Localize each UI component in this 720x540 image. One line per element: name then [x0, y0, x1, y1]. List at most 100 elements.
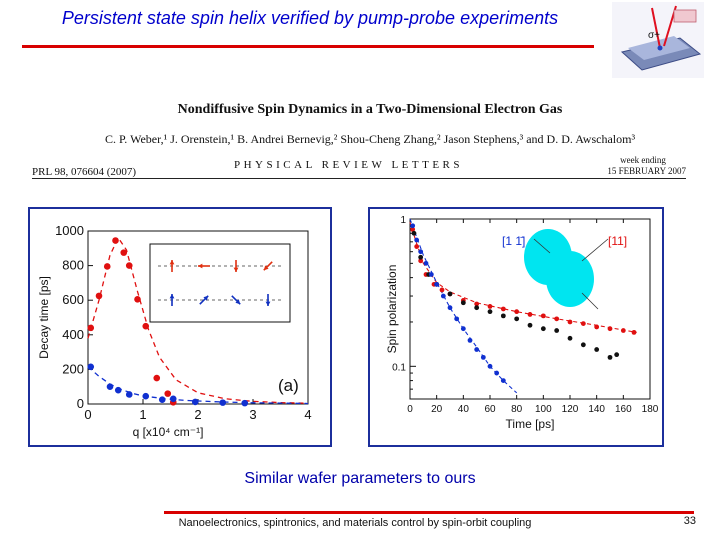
blue-data-point	[460, 326, 466, 332]
black-data-point	[460, 300, 466, 306]
spin-arrow-head	[265, 301, 271, 306]
red-data-point	[164, 390, 172, 397]
spin-arrow-head	[169, 294, 175, 299]
paper-title: Nondiffusive Spin Dynamics in a Two-Dime…	[177, 102, 563, 117]
illustration-laser-beam	[651, 7, 661, 49]
red-data-point	[142, 322, 150, 330]
panel-label: (a)	[278, 376, 299, 395]
blue-data-point	[410, 223, 416, 229]
blue-data-point	[500, 378, 506, 383]
x-tick-label: 120	[562, 404, 579, 415]
y-axis-label: Decay time [ps]	[37, 276, 51, 359]
black-data-point	[487, 309, 493, 315]
paper-authors: C. P. Weber,¹ J. Orenstein,¹ B. Andrei B…	[104, 132, 636, 146]
blue-data-point	[418, 249, 424, 255]
blue-data-point	[474, 347, 480, 352]
illustration-label: σ+	[648, 30, 660, 41]
black-data-point	[607, 354, 613, 360]
spin-polarization-chart: 0 20 40 60 80 100 120 140 160 180 1 0.1 Time [ps] Spi…	[385, 215, 659, 431]
red-data-point	[580, 321, 586, 326]
y-axis-label: Spin polarization	[385, 265, 399, 354]
black-data-point	[540, 326, 546, 332]
red-data-point	[120, 249, 128, 256]
black-data-point	[567, 335, 573, 341]
black-data-point	[447, 291, 453, 297]
x-tick-label: 2	[194, 407, 201, 422]
red-data-point	[594, 324, 600, 330]
red-data-point	[514, 309, 520, 315]
black-data-point	[594, 347, 600, 352]
black-data-point	[527, 322, 533, 328]
red-data-point	[631, 329, 637, 335]
red-data-point	[134, 296, 141, 303]
x-tick-label: 0	[407, 404, 413, 415]
black-data-point	[554, 328, 560, 333]
spin-density-blob	[534, 244, 582, 292]
red-data-point	[607, 326, 613, 332]
spin-arrow-head	[169, 260, 175, 265]
red-data-point	[95, 292, 103, 300]
x-tick-label: 160	[615, 404, 632, 415]
blue-data-point	[428, 272, 434, 277]
black-data-point	[580, 342, 586, 348]
x-tick-label: 60	[484, 404, 496, 415]
y-tick-label: 200	[62, 361, 84, 376]
red-data-point	[500, 306, 506, 312]
red-data-point	[487, 304, 493, 309]
y-tick-label: 600	[62, 292, 84, 307]
blue-data-point	[487, 363, 493, 369]
x-tick-label: 180	[642, 404, 659, 415]
black-data-point	[418, 254, 424, 260]
blue-data-point	[142, 392, 150, 400]
inset-frame	[149, 243, 291, 323]
black-data-point	[500, 313, 506, 319]
legend-leader-line	[533, 238, 551, 254]
red-data-point	[418, 258, 424, 264]
blue-data-point	[440, 293, 446, 299]
spin-arrow-head	[235, 299, 241, 305]
decay-time-chart: 0 1 2 3 4 0 200 400 600 800 1000 q [x10⁴ cm⁻¹] Decay…	[37, 223, 312, 439]
blue-data-point	[434, 281, 440, 287]
x-axis-label: Time [ps]	[506, 417, 555, 431]
blue-data-point	[241, 399, 249, 407]
legend-entry-red: [11]	[608, 234, 627, 248]
spin-arrow-head	[233, 267, 239, 272]
y-tick-label: 1000	[55, 223, 84, 238]
blue-data-point	[480, 354, 486, 360]
red-data-point	[112, 237, 119, 244]
illustration-grating	[673, 9, 697, 23]
red-data-point	[87, 324, 95, 332]
spin-arrow-head	[203, 295, 209, 301]
footer-rule	[164, 511, 694, 514]
x-tick-label: 140	[588, 404, 605, 415]
red-data-point	[414, 244, 420, 249]
x-tick-label: 80	[511, 404, 523, 415]
blue-data-point	[454, 316, 460, 322]
spin-arrow-head	[263, 265, 269, 271]
blue-fit-curve	[87, 366, 309, 405]
x-tick-label: 1	[139, 407, 146, 422]
blue-data-point	[87, 363, 95, 371]
blue-data-point	[494, 370, 500, 376]
x-tick-label: 40	[458, 404, 470, 415]
footer-text: Nanoelectronics, spintronics, and materi…	[178, 517, 532, 529]
legend-leader-line	[581, 292, 599, 310]
week-ending-label: week ending	[620, 155, 666, 165]
slide-caption: Similar wafer parameters to ours	[244, 470, 476, 487]
x-tick-label: 100	[535, 404, 552, 415]
red-data-point	[620, 328, 626, 333]
blue-data-point	[219, 399, 227, 406]
blue-data-point	[125, 391, 133, 398]
red-data-point	[125, 262, 133, 269]
x-tick-label: 3	[249, 407, 256, 422]
publication-date: 15 FEBRUARY 2007	[607, 166, 686, 176]
spin-arrow-head	[198, 263, 203, 269]
blue-data-point	[447, 305, 453, 311]
black-data-point	[514, 316, 520, 322]
y-tick-label: 0.1	[392, 362, 406, 373]
black-data-point	[474, 305, 480, 311]
y-tick-label: 800	[62, 258, 84, 273]
page-number: 33	[683, 515, 696, 527]
paper-citation: PRL 98, 076604 (2007)	[32, 166, 137, 178]
y-tick-label: 0	[77, 396, 84, 411]
